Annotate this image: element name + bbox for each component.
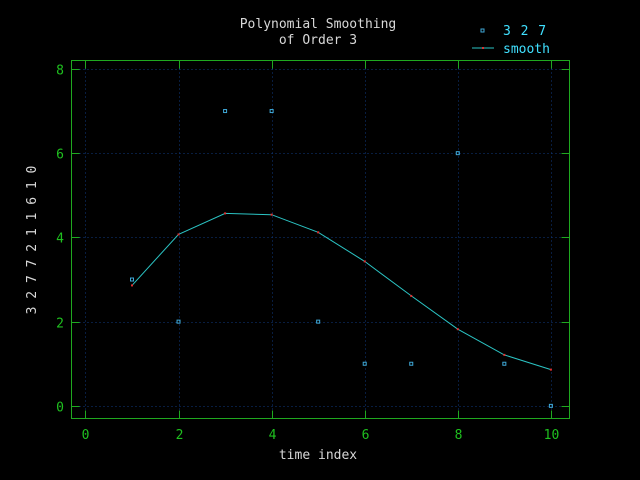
raw-point-2 (223, 109, 228, 114)
y-axis-label: 3 2 7 7 2 1 1 6 1 0 (25, 166, 40, 315)
chart-title-line2: of Order 3 (279, 33, 357, 48)
raw-point-1 (176, 319, 181, 324)
raw-point-5 (362, 361, 367, 366)
smooth-point-2 (224, 212, 227, 215)
x-tick-label-3: 6 (362, 428, 370, 443)
x-tick-label-0: 0 (82, 428, 90, 443)
smooth-point-5 (363, 260, 366, 263)
smooth-point-3 (270, 213, 273, 216)
y-tick-label-0: 0 (56, 401, 64, 416)
raw-point-7 (455, 151, 460, 156)
raw-point-0 (130, 277, 135, 282)
x-tick-label-5: 10 (544, 428, 560, 443)
x-tick-label-4: 8 (455, 428, 463, 443)
smooth-point-9 (549, 368, 552, 371)
x-tick-label-2: 4 (269, 428, 277, 443)
legend: 3 2 7 smooth (472, 24, 550, 57)
smooth-point-4 (317, 231, 320, 234)
axis-ticks: 0 2 4 6 8 10 0 2 4 6 8 (56, 60, 570, 443)
raw-point-8 (502, 361, 507, 366)
legend-label-series-2: smooth (503, 42, 550, 57)
raw-point-6 (409, 361, 414, 366)
legend-marker-series-1 (480, 28, 485, 33)
smooth-point-8 (503, 353, 506, 356)
x-tick-label-1: 2 (176, 428, 184, 443)
smooth-point-0 (131, 284, 134, 287)
y-tick-label-4: 8 (56, 64, 64, 79)
legend-marker-series-2 (482, 47, 484, 49)
raw-point-9 (548, 403, 553, 408)
raw-point-3 (269, 109, 274, 114)
plot-frame (71, 60, 570, 419)
chart-title-line1: Polynomial Smoothing (240, 17, 397, 32)
y-tick-label-2: 4 (56, 232, 64, 247)
x-axis-label: time index (279, 448, 357, 463)
y-tick-label-3: 6 (56, 148, 64, 163)
legend-label-series-1: 3 2 7 (503, 24, 547, 39)
smooth-point-7 (456, 328, 459, 331)
raw-point-4 (316, 319, 321, 324)
series-layer (130, 109, 553, 408)
grid (71, 60, 570, 419)
smooth-point-6 (410, 294, 413, 297)
smooth-point-1 (177, 233, 180, 236)
smooth-line (131, 212, 552, 371)
y-tick-label-1: 2 (56, 317, 64, 332)
